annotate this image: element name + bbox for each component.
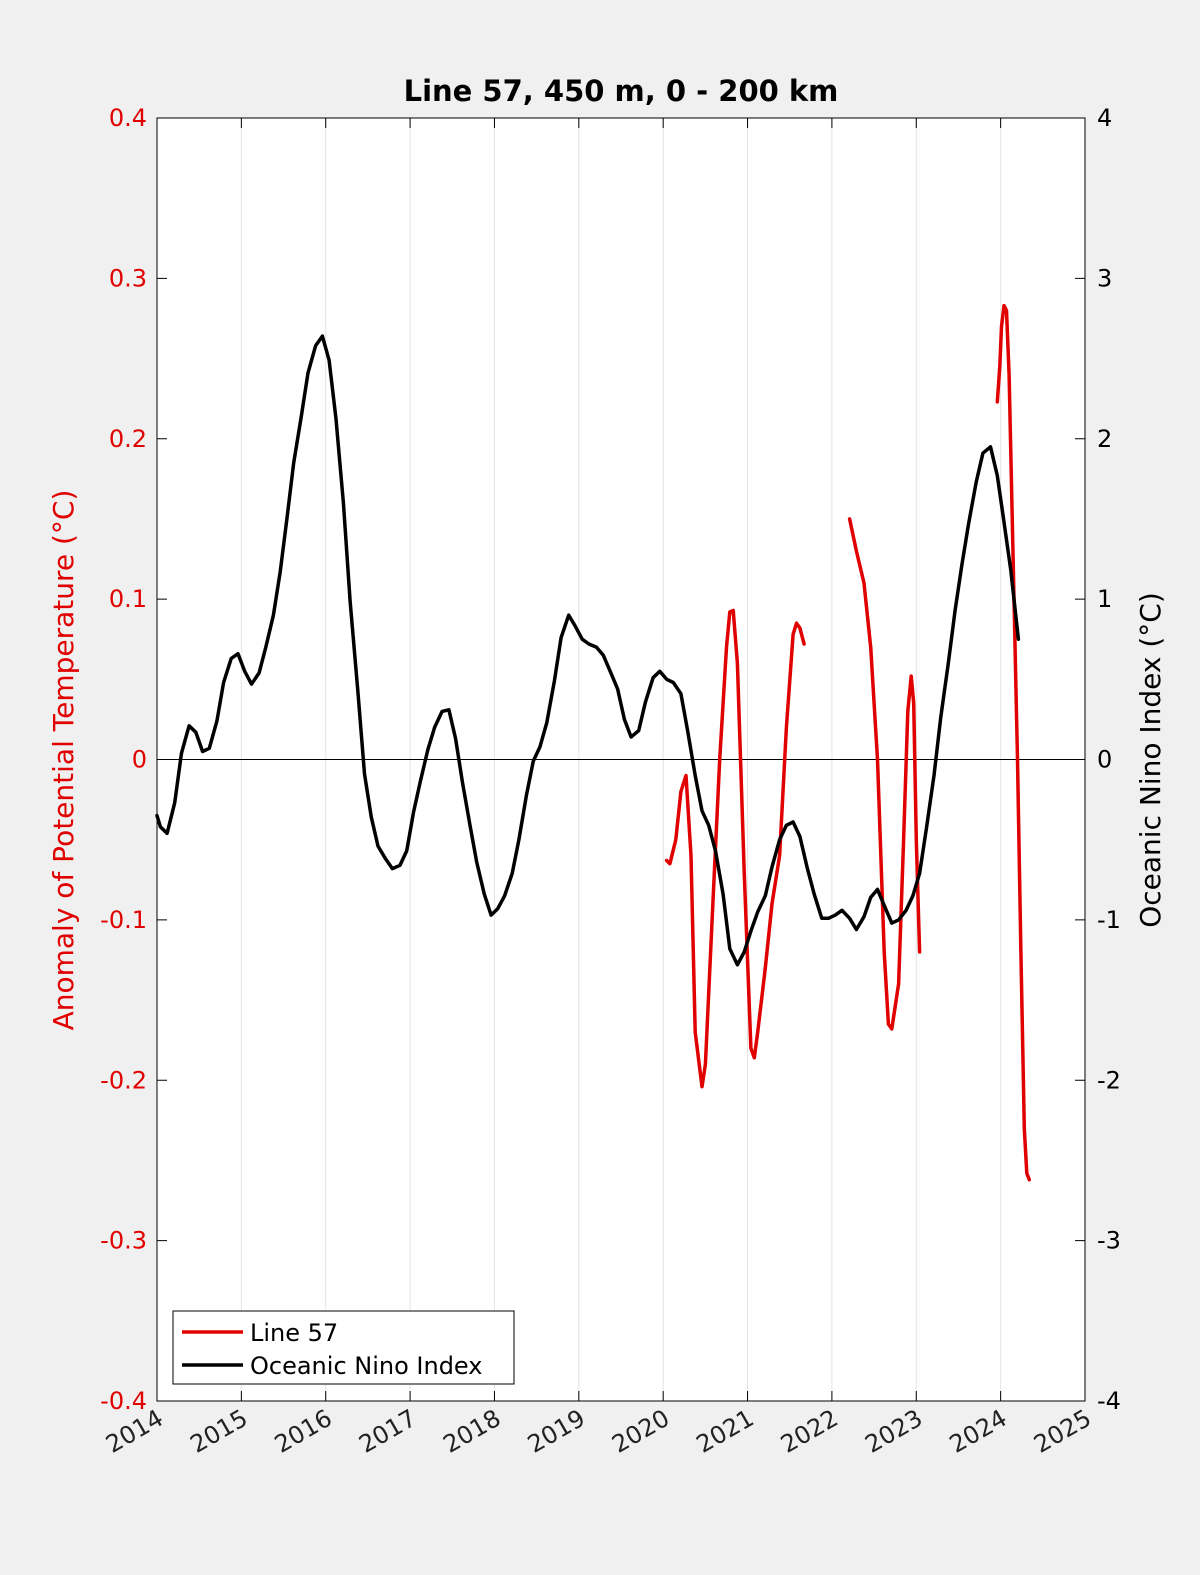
series-line-57-segment-0 <box>664 608 806 1089</box>
legend: Line 57 Oceanic Nino Index <box>172 1310 515 1385</box>
series-oni-segment-0 <box>155 334 1021 967</box>
y-tick-label-left: 0.3 <box>109 264 147 292</box>
y-tick-label-right: 0 <box>1097 746 1112 774</box>
y-tick-label-left: -0.4 <box>100 1387 147 1415</box>
chart-title: Line 57, 450 m, 0 - 200 km <box>404 74 839 108</box>
y-tick-label-left: 0.1 <box>109 585 147 613</box>
y-tick-label-left: 0.2 <box>109 425 147 453</box>
y-tick-label-left: -0.2 <box>100 1066 147 1094</box>
y-tick-label-right: 1 <box>1097 585 1112 613</box>
y-tick-label-left: -0.3 <box>100 1227 147 1255</box>
y-tick-label-right: -3 <box>1097 1227 1121 1255</box>
y-tick-label-left: -0.1 <box>100 906 147 934</box>
y-tick-label-left: 0.4 <box>109 104 147 132</box>
y-axis-label-left: Anomaly of Potential Temperature (°C) <box>47 490 80 1031</box>
legend-box <box>172 1310 515 1385</box>
y-axis-label-right: Oceanic Nino Index (°C) <box>1134 592 1167 928</box>
legend-label-line-57: Line 57 <box>250 1319 338 1347</box>
series-line-57-segment-2 <box>995 303 1032 1182</box>
y-tick-label-right: -4 <box>1097 1387 1121 1415</box>
y-tick-label-right: -1 <box>1097 906 1121 934</box>
y-tick-label-right: 4 <box>1097 104 1112 132</box>
y-tick-label-right: 2 <box>1097 425 1112 453</box>
y-tick-label-left: 0 <box>132 746 147 774</box>
legend-label-oni: Oceanic Nino Index <box>250 1352 482 1380</box>
y-tick-label-right: -2 <box>1097 1066 1121 1094</box>
y-tick-label-right: 3 <box>1097 264 1112 292</box>
series-layer <box>155 303 1032 1182</box>
series-line-57-segment-1 <box>847 517 922 1031</box>
